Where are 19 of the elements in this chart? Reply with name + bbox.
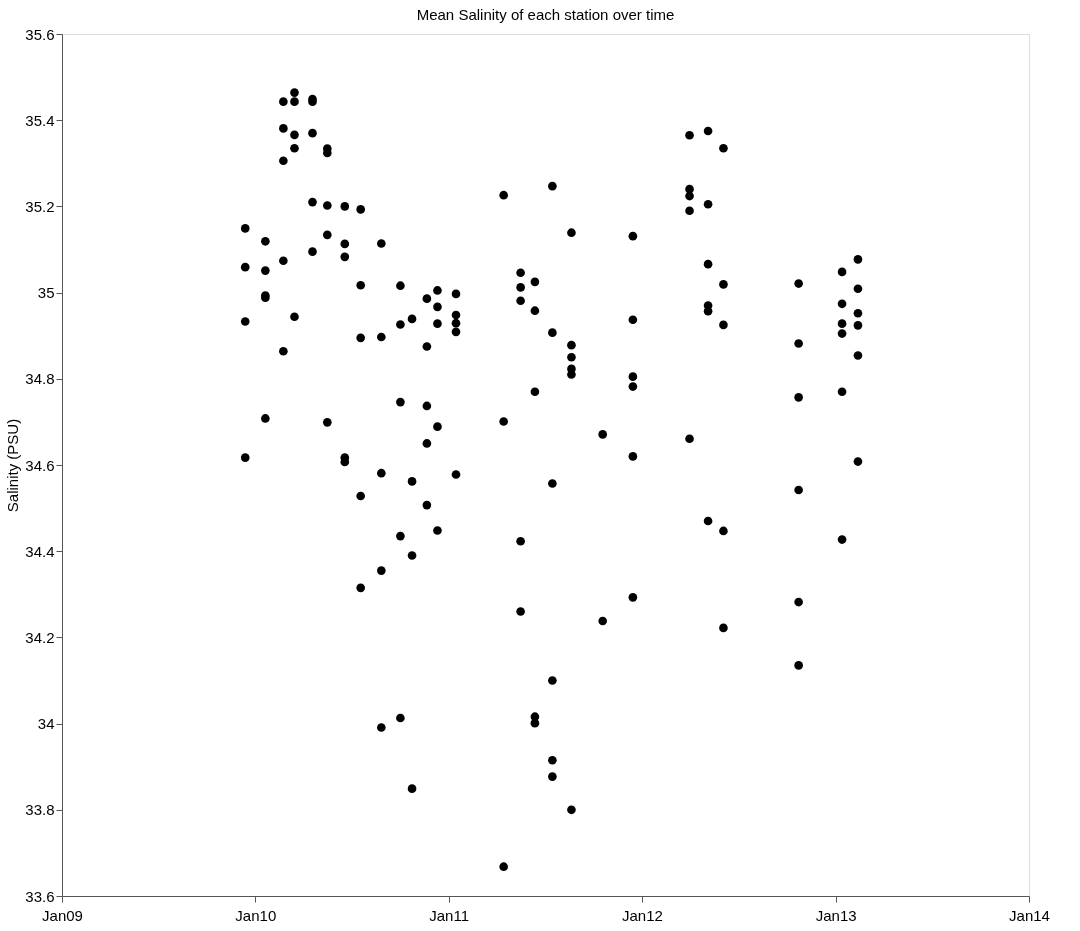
x-tick-label: Jan10 (235, 906, 277, 924)
x-tick-label: Jan14 (1009, 906, 1050, 924)
x-tick-label: Jan13 (815, 906, 857, 924)
y-tick-label: 35.6 (25, 25, 55, 43)
y-tick-label: 34.2 (25, 628, 55, 646)
y-tick-label: 34 (37, 715, 55, 733)
x-tick-label: Jan09 (42, 906, 83, 924)
y-tick-label: 35.2 (25, 197, 55, 215)
y-axis-title: Salinity (PSU) (4, 418, 22, 513)
x-tick-label: Jan11 (429, 906, 469, 924)
y-tick-label: 34.4 (25, 542, 55, 560)
y-tick-label: 34.6 (25, 456, 55, 474)
x-tick-label: Jan12 (621, 906, 663, 924)
y-tick-label: 33.6 (25, 887, 55, 905)
y-tick-label: 33.8 (25, 801, 55, 819)
y-tick-label: 34.8 (25, 370, 55, 388)
y-tick-label: 35.4 (25, 111, 55, 129)
chart-title: Mean Salinity of each station over time (416, 6, 675, 23)
y-tick-label: 35 (37, 284, 55, 302)
